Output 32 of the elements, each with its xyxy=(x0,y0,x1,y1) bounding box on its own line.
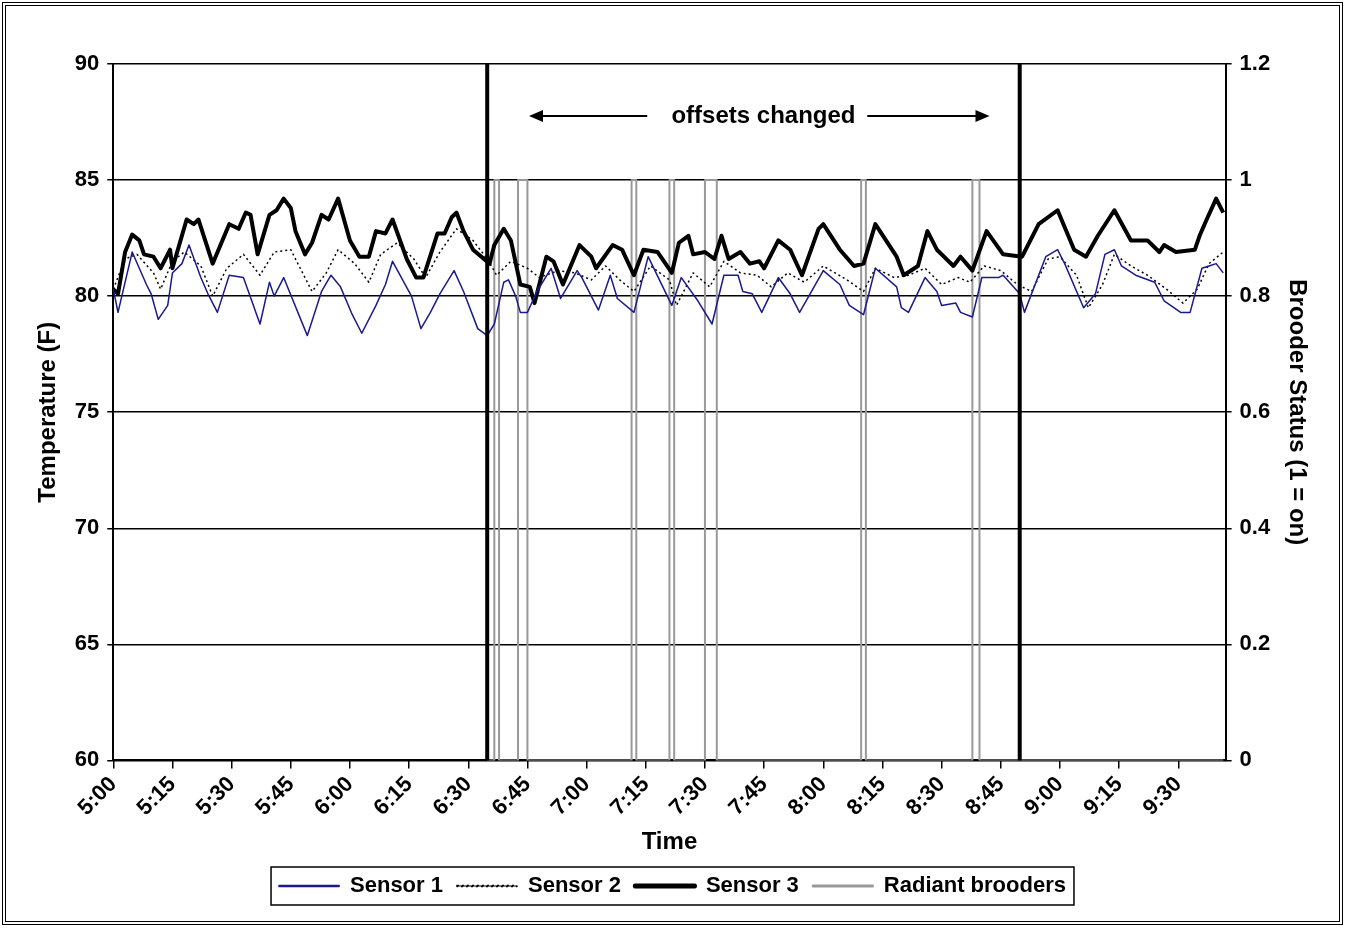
x-tick-label: 6:00 xyxy=(308,770,358,820)
y-tick-label: 80 xyxy=(74,282,100,308)
x-tick-label: 5:00 xyxy=(72,770,122,820)
x-tick-label: 7:00 xyxy=(545,770,595,820)
legend-label: Sensor 1 xyxy=(350,872,443,898)
y2-tick-label: 0 xyxy=(1239,746,1252,772)
annotation: offsets changed xyxy=(671,100,856,128)
x-tick-label: 6:30 xyxy=(427,770,477,820)
y2-tick-label: 1.2 xyxy=(1239,50,1271,76)
legend-label: Radiant brooders xyxy=(883,872,1066,898)
y2-axis-title: Brooder Status (1 = on) xyxy=(1284,279,1312,546)
y-tick-label: 75 xyxy=(74,398,100,424)
y2-tick-label: 0.2 xyxy=(1239,630,1271,656)
y2-tick-label: 0.8 xyxy=(1239,282,1271,308)
x-tick-label: 5:30 xyxy=(190,770,240,820)
legend-label: Sensor 2 xyxy=(527,872,621,898)
x-tick-label: 9:30 xyxy=(1137,770,1187,820)
y-axis-title: Temperature (F) xyxy=(33,321,61,503)
y2-tick-label: 0.6 xyxy=(1239,398,1271,424)
y-tick-label: 90 xyxy=(74,50,100,76)
y-tick-label: 60 xyxy=(74,746,100,772)
y2-tick-label: 1 xyxy=(1239,166,1252,192)
y-tick-label: 85 xyxy=(74,166,100,192)
y-tick-label: 70 xyxy=(74,514,100,540)
y-tick-label: 65 xyxy=(74,630,100,656)
x-axis-title: Time xyxy=(641,827,698,855)
x-tick-label: 9:00 xyxy=(1018,770,1068,820)
y2-tick-label: 0.4 xyxy=(1239,514,1271,540)
x-tick-label: 8:30 xyxy=(900,770,950,820)
x-tick-label: 8:00 xyxy=(782,770,832,820)
legend-label: Sensor 3 xyxy=(705,872,799,898)
x-tick-label: 7:30 xyxy=(663,770,713,820)
